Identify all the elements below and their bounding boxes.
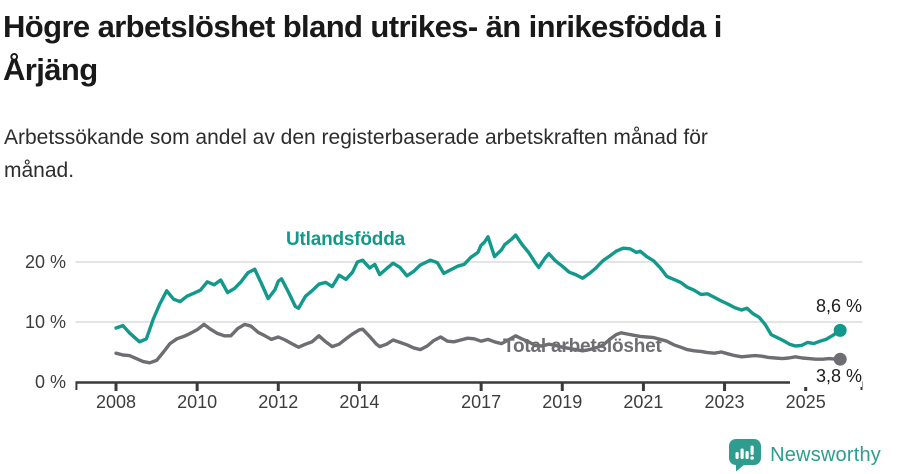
end-value-label-utlandsfodda: 8,6 % <box>790 296 862 317</box>
series-label-utlandsfodda: Utlandsfödda <box>286 229 405 250</box>
x-axis-tick-label: 2023 <box>704 392 745 412</box>
x-axis-tick-label: 2008 <box>95 392 137 412</box>
chart-subtitle: Arbetssökande som andel av den registerb… <box>4 121 864 187</box>
y-axis-tick-label: 0 % <box>34 372 66 392</box>
chart-title-line-1: Högre arbetslöshet bland utrikes- än inr… <box>3 9 722 44</box>
x-axis-tick-label: 2010 <box>177 392 218 412</box>
brand-footer[interactable]: Newsworthy <box>728 438 881 472</box>
chart-subtitle-line-1: Arbetssökande som andel av den registerb… <box>4 126 708 149</box>
series-line-1 <box>114 322 842 365</box>
end-value-label-total: 3,8 % <box>790 366 862 387</box>
chart-title: Högre arbetslöshet bland utrikes- än inr… <box>3 5 895 91</box>
series-label-total-arbetsloshet: Total arbetslöshet <box>503 336 662 357</box>
newsworthy-logo-icon <box>729 439 762 472</box>
series-end-dot-1 <box>833 352 847 366</box>
x-axis-tick-label: 2021 <box>623 392 664 412</box>
x-axis-tick-label: 2017 <box>461 392 502 412</box>
brand-wordmark: Newsworthy <box>770 443 881 466</box>
y-axis-tick-label: 20 % <box>24 252 66 272</box>
x-axis-tick-label: 2012 <box>258 392 299 412</box>
y-axis-tick-label: 10 % <box>24 312 66 332</box>
chart-subtitle-line-2: månad. <box>4 159 75 182</box>
x-axis-tick-label: 2025 <box>785 392 826 412</box>
x-axis-tick-label: 2019 <box>542 392 583 412</box>
x-axis-tick-label: 2014 <box>339 392 380 412</box>
series-line-0 <box>114 233 842 348</box>
chart-title-line-2: Årjäng <box>3 52 98 87</box>
series-end-dot-0 <box>833 323 847 337</box>
